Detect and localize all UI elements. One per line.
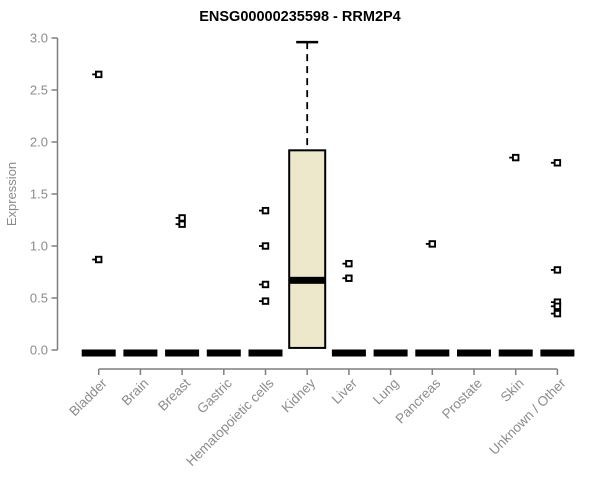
outlier-point <box>553 302 562 311</box>
flat-box-bar <box>81 349 116 357</box>
x-tick-label: Prostate <box>439 376 485 422</box>
y-axis-title: Expression <box>4 162 19 226</box>
y-tick-label: 2.0 <box>30 135 48 150</box>
y-tick-label: 0.5 <box>30 291 48 306</box>
x-tick-label: Pancreas <box>392 375 443 426</box>
outlier-point <box>94 255 103 264</box>
chart-title: ENSG00000235598 - RRM2P4 <box>199 9 401 25</box>
flat-box-bar <box>331 349 366 357</box>
flat-box-bar <box>498 349 533 357</box>
x-tick-label: Gastric <box>194 375 235 416</box>
flat-box-bar <box>123 349 158 357</box>
y-tick-label: 3.0 <box>30 31 48 46</box>
outlier-point <box>178 220 186 228</box>
flat-box-bar <box>373 349 408 357</box>
plot-area: 0.0 0.5 1.0 1.5 2.0 2.5 3.0 Bladder Brain Breast G… <box>30 31 575 469</box>
y-tick-label: 1.5 <box>30 187 48 202</box>
outlier-point <box>553 309 562 318</box>
y-tick-label: 0.0 <box>30 343 48 358</box>
x-tick-label: Brain <box>119 376 152 409</box>
flat-box-bar <box>457 349 491 357</box>
flat-box-bar <box>248 349 283 357</box>
y-tick-label: 2.5 <box>30 83 48 98</box>
flat-box-bar <box>540 349 575 357</box>
outlier-point <box>345 259 353 268</box>
outlier-point <box>261 297 270 305</box>
outlier-point <box>428 240 436 248</box>
outlier-point <box>512 153 520 162</box>
median-bar <box>289 276 326 284</box>
box-iqr <box>288 149 327 349</box>
x-tick-label: Unknown / Other <box>486 375 569 458</box>
x-tick-label: Skin <box>498 376 527 405</box>
x-tick-label: Bladder <box>66 375 110 419</box>
x-tick-label: Liver <box>329 375 361 407</box>
flat-box-bar <box>165 349 200 357</box>
y-tick-label: 1.0 <box>30 239 48 254</box>
flat-box-bar <box>206 349 241 357</box>
outlier-point <box>553 159 562 167</box>
outlier-point <box>261 280 270 289</box>
outlier-point <box>178 214 186 222</box>
outlier-point <box>553 266 562 274</box>
outlier-point <box>345 274 353 282</box>
outlier-point <box>261 206 270 215</box>
outlier-point <box>94 70 103 79</box>
x-tick-label: Breast <box>155 375 193 413</box>
flat-box-bar <box>415 349 450 357</box>
x-tick-label: Kidney <box>279 375 319 415</box>
x-tick-label: Lung <box>370 376 402 408</box>
outlier-point <box>261 242 270 250</box>
